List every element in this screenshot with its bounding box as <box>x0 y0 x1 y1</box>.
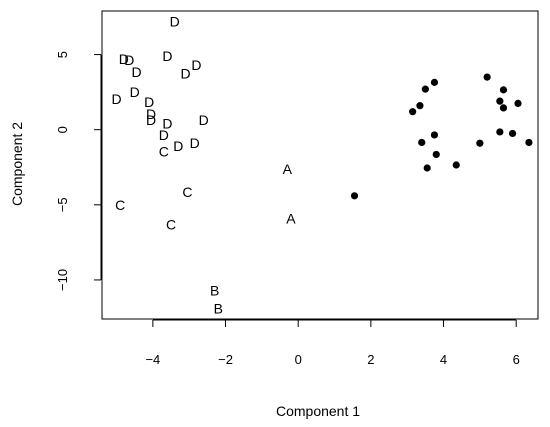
y-axis-label: Component 2 <box>9 122 25 206</box>
data-point-dot <box>496 128 504 136</box>
x-tick-label: 4 <box>440 352 447 367</box>
x-axis-label: Component 1 <box>276 403 360 419</box>
point-label-d: D <box>131 64 141 80</box>
data-point-dot <box>418 138 426 147</box>
data-point-dot <box>430 131 439 139</box>
y-tick-label: 0 <box>55 126 70 133</box>
point-label-d: D <box>144 94 154 110</box>
point-label-d: D <box>162 48 172 64</box>
point-label-a: A <box>283 161 293 177</box>
point-label-b: B <box>210 282 219 298</box>
point-label-d: D <box>173 138 183 154</box>
point-label-d: D <box>190 135 200 151</box>
x-tick-label: −2 <box>218 352 233 367</box>
data-point-dot <box>496 97 504 105</box>
point-label-d: D <box>124 52 134 68</box>
data-point-dot <box>432 150 440 159</box>
point-label-c: C <box>182 184 192 200</box>
x-tick-label: 6 <box>513 352 520 367</box>
point-label-d: D <box>130 84 140 100</box>
y-tick-label: 5 <box>55 51 70 58</box>
data-point-dot <box>423 164 431 172</box>
point-label-a: A <box>286 210 296 226</box>
data-point-dot <box>430 78 439 86</box>
x-tick-label: 0 <box>295 352 302 367</box>
point-label-c: C <box>166 216 176 232</box>
x-tick-label: −4 <box>145 352 160 367</box>
data-point-dot <box>514 99 522 107</box>
point-label-d: D <box>199 112 209 128</box>
data-point-dot <box>499 86 508 94</box>
point-label-d: D <box>146 106 156 122</box>
data-point-dot <box>508 129 517 138</box>
plot-frame <box>101 10 539 320</box>
point-label-d: D <box>162 116 172 132</box>
point-label-d: D <box>191 57 201 73</box>
point-label-b: B <box>214 300 223 316</box>
data-point-dot <box>409 108 417 116</box>
point-label-d: D <box>170 14 180 30</box>
data-point-dot <box>483 73 491 81</box>
data-point-dot <box>452 161 460 169</box>
data-point-dot <box>416 102 424 110</box>
data-point-dot <box>476 139 484 147</box>
data-point-dot <box>421 85 429 93</box>
x-tick-label: 2 <box>367 352 374 367</box>
point-label-d: D <box>181 65 191 81</box>
point-label-d: D <box>111 91 121 107</box>
data-point-dot <box>499 104 508 112</box>
point-label-d: D <box>159 127 169 143</box>
y-tick-label: −10 <box>55 269 70 291</box>
point-label-d: D <box>146 112 156 128</box>
point-label-d: D <box>119 51 129 67</box>
point-label-c: C <box>159 143 169 159</box>
plot-border <box>101 10 539 320</box>
data-point-dot <box>350 192 359 200</box>
data-point-dot <box>525 138 533 147</box>
axes: −4 −2 0 2 4 6 −10 −5 0 5 <box>55 51 520 367</box>
y-tick-label: −5 <box>55 197 70 212</box>
point-label-c: C <box>115 197 125 213</box>
